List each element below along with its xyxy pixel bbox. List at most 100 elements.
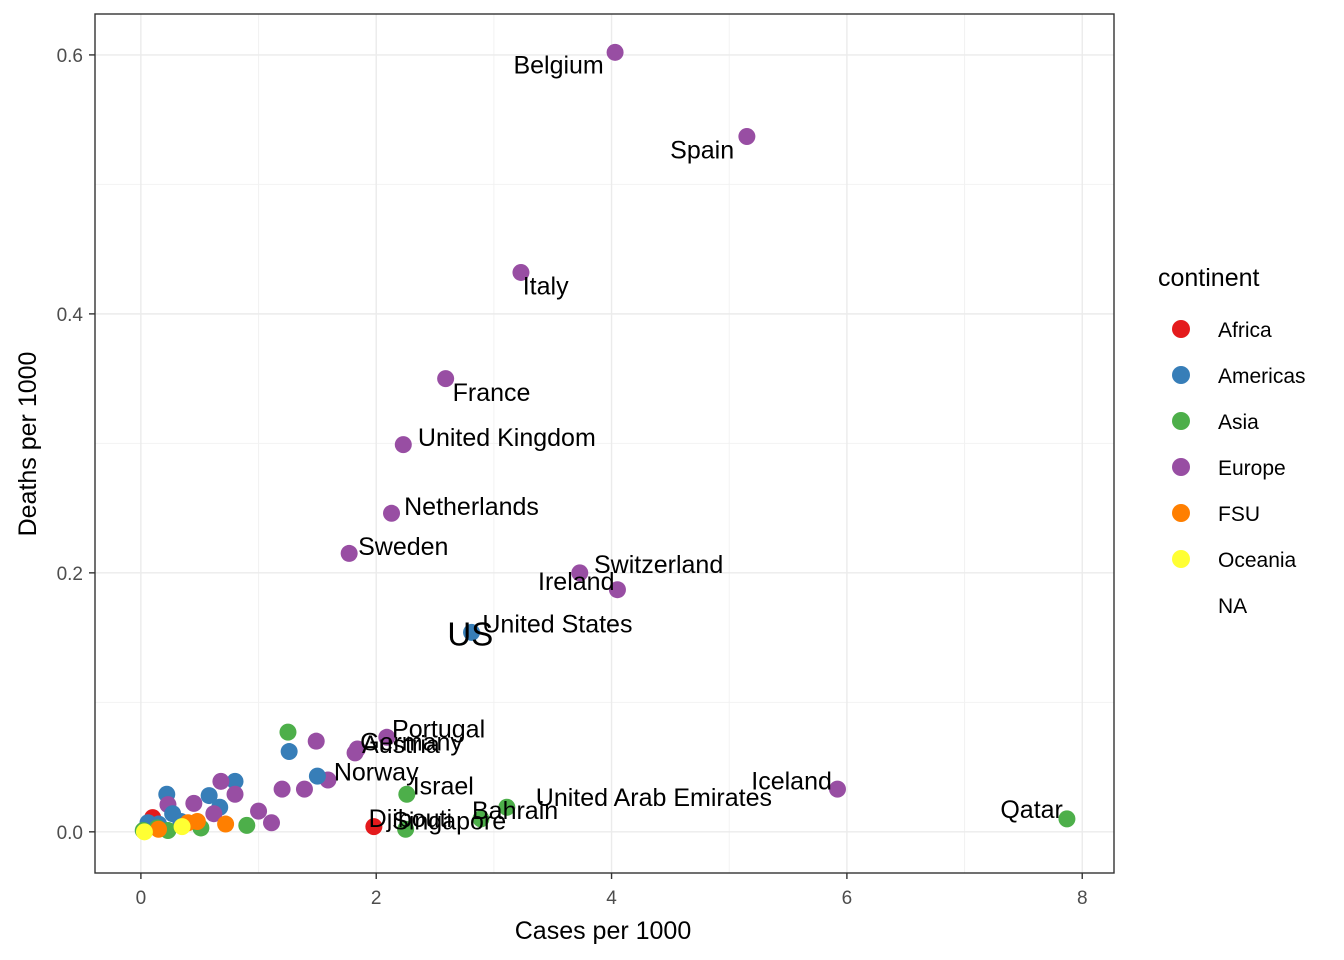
data-point [200,787,218,805]
data-point-united-arab-emirates [498,798,516,816]
point-label-united-kingdom: United Kingdom [418,424,596,452]
data-point [280,743,298,761]
legend-label: FSU [1218,503,1260,526]
data-point-united-states [463,623,481,641]
data-point [205,805,223,823]
point-label-ireland: Ireland [538,568,614,596]
point-label-qatar: Qatar [1000,796,1063,824]
point-label-norway: Norway [334,758,419,786]
x-tick-label: 0 [136,888,147,909]
x-axis-title: Cases per 1000 [515,917,692,945]
y-tick-label: 0.2 [57,564,83,585]
legend-label: Africa [1218,319,1272,342]
point-label-iceland: Iceland [751,767,832,795]
data-point [135,823,153,841]
data-point [226,785,244,803]
data-point [150,820,168,838]
legend-label: NA [1218,595,1247,618]
legend-key [1172,504,1190,522]
legend-label: Oceania [1218,549,1297,572]
legend-item-oceania: Oceania [1172,549,1297,572]
data-point [295,780,313,798]
data-point-sweden [340,544,358,562]
legend-item-europe: Europe [1172,457,1286,480]
point-label-united-states: United States [482,611,632,639]
data-point-switzerland [571,564,589,582]
data-point-belgium [606,43,624,61]
y-axis: 0.0 0.2 0.4 0.6 [57,46,95,844]
data-point-singapore [397,820,415,838]
data-point-spain [738,127,756,145]
legend-key [1172,550,1190,568]
data-point [263,814,281,832]
x-tick-label: 6 [842,888,853,909]
plot-panel: Belgium Spain Italy France United Kingdom Net… [94,13,1115,874]
point-label-united-arab-emirates: United Arab Emirates [536,784,772,812]
data-point [308,767,326,785]
data-point-iceland [828,780,846,798]
point-label-switzerland: Switzerland [594,551,723,579]
data-point-djibouti [365,818,383,836]
data-point [212,772,230,790]
y-tick-label: 0.0 [57,823,83,844]
point-label-singapore: Singapore [392,807,506,835]
y-tick-label: 0.4 [57,305,84,326]
data-point [273,780,291,798]
data-point-qatar [1058,810,1076,828]
legend: continent Africa Americas Asia Europe FSU Oce… [1158,264,1306,618]
data-point-portugal [378,728,396,746]
legend-item-fsu: FSU [1172,503,1260,526]
data-point [217,815,235,833]
point-label-sweden: Sweden [358,533,448,561]
point-label-us: US [447,616,493,653]
data-point-united-kingdom [394,436,412,454]
data-point [185,794,203,812]
point-label-france: France [453,379,531,407]
data-point-ireland [608,581,626,599]
x-tick-label: 4 [606,888,617,909]
legend-key [1172,320,1190,338]
legend-item-africa: Africa [1172,319,1272,342]
point-label-bahrain: Bahrain [472,797,558,825]
x-axis: 0 2 4 6 8 [136,873,1088,909]
point-label-djibouti: Djibouti [369,805,452,833]
legend-label: Europe [1218,457,1286,480]
point-label-israel: Israel [413,773,474,801]
legend-item-asia: Asia [1172,411,1259,434]
data-point-italy [512,263,530,281]
data-point [226,772,244,790]
x-tick-label: 8 [1077,888,1088,909]
point-label-spain: Spain [670,137,734,165]
data-point-austria [346,744,364,762]
legend-item-na: NA [1218,595,1247,618]
point-label-italy: Italy [523,273,569,301]
data-point [173,818,191,836]
point-label-germany: Germany [360,728,463,756]
legend-label: Asia [1218,411,1259,434]
legend-item-americas: Americas [1172,365,1306,388]
point-label-austria: Austria [362,731,440,759]
legend-key [1172,458,1190,476]
data-point-france [437,370,455,388]
data-point-netherlands [383,504,401,522]
x-tick-label: 2 [371,888,382,909]
data-point [250,802,268,820]
point-label-portugal: Portugal [392,716,485,744]
data-point [307,732,325,750]
point-labels-layer: Belgium Spain Italy France United Kingdom Net… [334,51,1063,835]
y-tick-label: 0.6 [57,46,83,67]
legend-label: Americas [1218,365,1306,388]
point-label-netherlands: Netherlands [404,493,539,521]
legend-title: continent [1158,264,1260,292]
data-point-bahrain [472,810,490,828]
point-label-belgium: Belgium [513,51,603,79]
points-layer [134,43,1076,841]
data-point-israel [398,785,416,803]
legend-key [1172,412,1190,430]
data-point [279,723,297,741]
panel-border [94,13,1115,874]
data-point [238,816,256,834]
legend-key [1172,366,1190,384]
y-axis-title: Deaths per 1000 [14,352,42,537]
